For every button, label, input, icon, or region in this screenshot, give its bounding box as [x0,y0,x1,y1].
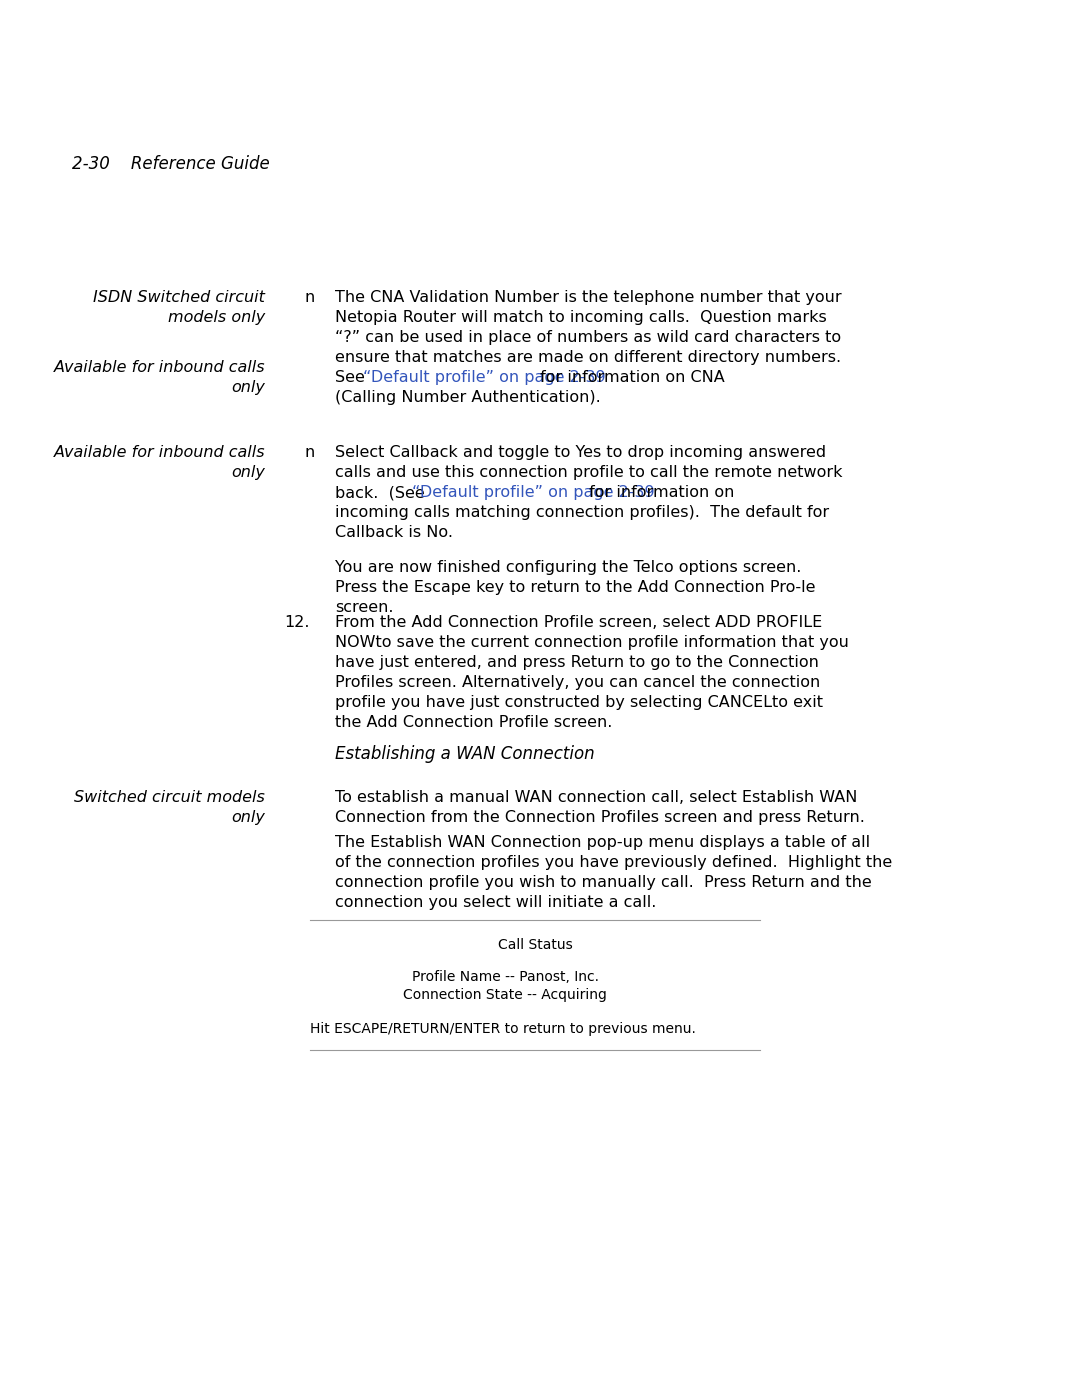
Text: profile you have just constructed by selecting CANCELto exit: profile you have just constructed by sel… [335,694,823,710]
Text: only: only [231,380,265,395]
Text: have just entered, and press Return to go to the Connection: have just entered, and press Return to g… [335,655,819,671]
Text: From the Add Connection Profile screen, select ADD PROFILE: From the Add Connection Profile screen, … [335,615,822,630]
Text: only: only [231,465,265,481]
Text: Available for inbound calls: Available for inbound calls [53,360,265,374]
Text: Profile Name -- Panost, Inc.: Profile Name -- Panost, Inc. [411,970,598,983]
Text: the Add Connection Profile screen.: the Add Connection Profile screen. [335,715,612,731]
Text: n: n [305,291,315,305]
Text: Netopia Router will match to incoming calls.  Question marks: Netopia Router will match to incoming ca… [335,310,827,326]
Text: Establishing a WAN Connection: Establishing a WAN Connection [335,745,595,763]
Text: See: See [335,370,370,386]
Text: connection you select will initiate a call.: connection you select will initiate a ca… [335,895,657,909]
Text: (Calling Number Authentication).: (Calling Number Authentication). [335,390,600,405]
Text: Call Status: Call Status [498,937,572,951]
Text: Connection from the Connection Profiles screen and press Return.: Connection from the Connection Profiles … [335,810,865,826]
Text: The CNA Validation Number is the telephone number that your: The CNA Validation Number is the telepho… [335,291,841,305]
Text: models only: models only [167,310,265,326]
Text: 12.: 12. [284,615,310,630]
Text: calls and use this connection profile to call the remote network: calls and use this connection profile to… [335,465,842,481]
Text: Select Callback and toggle to Yes to drop incoming answered: Select Callback and toggle to Yes to dro… [335,446,826,460]
Text: Switched circuit models: Switched circuit models [75,789,265,805]
Text: back.  (See: back. (See [335,485,430,500]
Text: Profiles screen. Alternatively, you can cancel the connection: Profiles screen. Alternatively, you can … [335,675,820,690]
Text: Available for inbound calls: Available for inbound calls [53,446,265,460]
Text: You are now finished configuring the Telco options screen.: You are now finished configuring the Tel… [335,560,801,576]
Text: Hit ESCAPE/RETURN/ENTER to return to previous menu.: Hit ESCAPE/RETURN/ENTER to return to pre… [310,1023,696,1037]
Text: Press the Escape key to return to the Add Connection Pro­le: Press the Escape key to return to the Ad… [335,580,815,595]
Text: for information on CNA: for information on CNA [535,370,725,386]
Text: incoming calls matching connection profiles).  The default for: incoming calls matching connection profi… [335,504,829,520]
Text: “Default profile” on page 2-39: “Default profile” on page 2-39 [411,485,654,500]
Text: only: only [231,810,265,826]
Text: screen.: screen. [335,599,393,615]
Text: for information on: for information on [584,485,734,500]
Text: The Establish WAN Connection pop-up menu displays a table of all: The Establish WAN Connection pop-up menu… [335,835,870,849]
Text: of the connection profiles you have previously defined.  Highlight the: of the connection profiles you have prev… [335,855,892,870]
Text: “Default profile” on page 2-39: “Default profile” on page 2-39 [363,370,606,386]
Text: Callback is No.: Callback is No. [335,525,453,541]
Text: “?” can be used in place of numbers as wild card characters to: “?” can be used in place of numbers as w… [335,330,841,345]
Text: connection profile you wish to manually call.  Press Return and the: connection profile you wish to manually … [335,875,872,890]
Text: NOWto save the current connection profile information that you: NOWto save the current connection profil… [335,636,849,650]
Text: Connection State -- Acquiring: Connection State -- Acquiring [403,988,607,1002]
Text: 2-30    Reference Guide: 2-30 Reference Guide [72,155,270,173]
Text: To establish a manual WAN connection call, select Establish WAN: To establish a manual WAN connection cal… [335,789,858,805]
Text: n: n [305,446,315,460]
Text: ensure that matches are made on different directory numbers.: ensure that matches are made on differen… [335,351,841,365]
Text: ISDN Switched circuit: ISDN Switched circuit [93,291,265,305]
